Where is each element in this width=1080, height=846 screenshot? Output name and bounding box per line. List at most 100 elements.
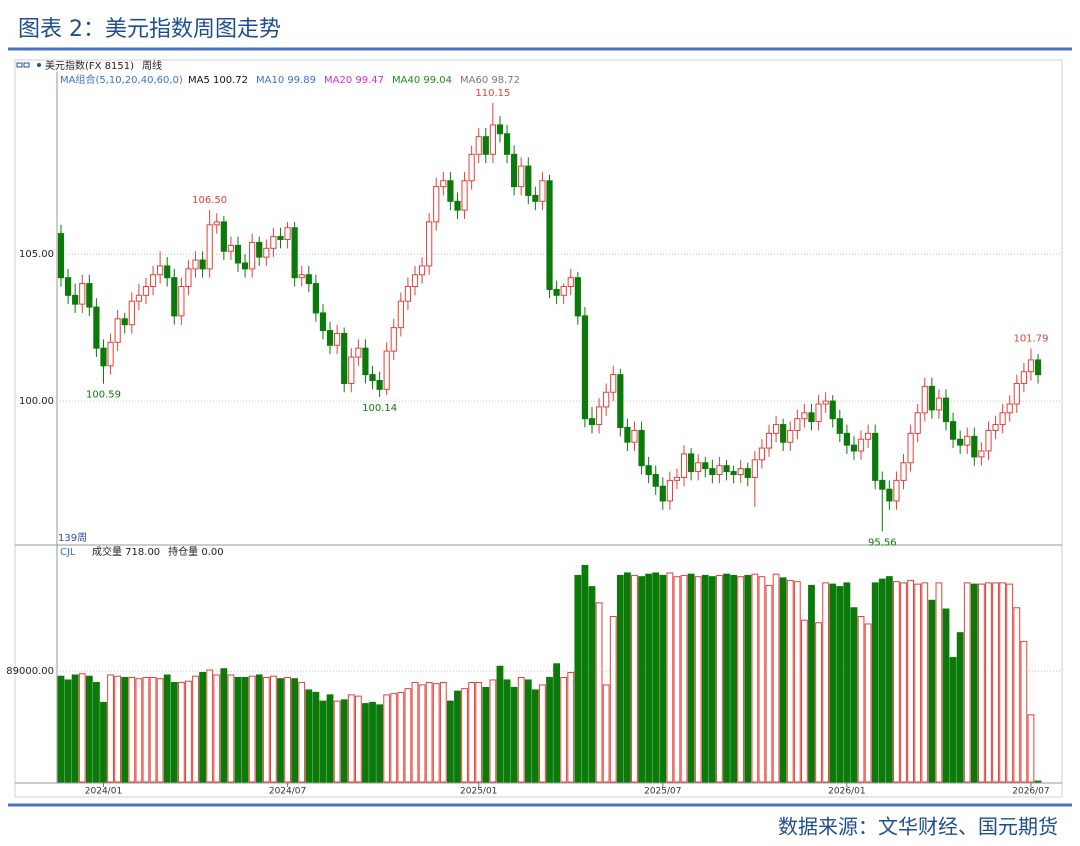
candle-body xyxy=(256,241,263,258)
volume-bar xyxy=(765,584,773,783)
volume-bar xyxy=(177,681,185,783)
candle-body xyxy=(114,318,121,343)
legend-entry: MA40 99.04 xyxy=(392,75,452,86)
volume-bar xyxy=(170,681,178,783)
volume-bar xyxy=(185,680,192,783)
volume-bar xyxy=(475,681,483,783)
volume-bar xyxy=(270,675,277,783)
volume-bar xyxy=(390,693,398,783)
candle-body xyxy=(199,259,206,270)
volume-bar xyxy=(978,583,985,783)
candle-body xyxy=(751,459,758,478)
candle-body xyxy=(383,350,390,390)
candle-body xyxy=(553,288,560,296)
volume-bar xyxy=(1013,607,1021,783)
candle-body xyxy=(362,347,369,376)
volume-bar xyxy=(291,678,299,783)
volume-bar xyxy=(567,671,575,783)
volume-bar xyxy=(949,657,957,783)
volume-bar xyxy=(121,676,129,783)
volume-bar xyxy=(822,582,830,783)
volume-bar xyxy=(829,583,837,783)
volume-bar xyxy=(1027,714,1035,783)
candle-body xyxy=(86,283,93,308)
source-note: 数据来源：文华财经、国元期货 xyxy=(778,815,1058,839)
volume-bar xyxy=(694,576,702,783)
volume-bar xyxy=(397,691,405,783)
candle-body xyxy=(220,221,227,252)
volume-bar xyxy=(57,675,65,783)
legend-entry: MA5 100.72 xyxy=(188,75,248,86)
volume-bar xyxy=(128,676,136,783)
volume-bar xyxy=(454,690,461,783)
candle-body xyxy=(666,479,673,502)
candle-body xyxy=(341,333,348,384)
candle-body xyxy=(376,380,383,390)
volume-bar xyxy=(560,676,568,783)
period[interactable]: 周线 xyxy=(142,59,162,72)
volume-bar xyxy=(149,676,157,783)
candle-body xyxy=(277,236,284,240)
candle-body xyxy=(949,421,957,440)
candle-body xyxy=(765,432,773,449)
candle-body xyxy=(574,277,581,317)
candle-body xyxy=(695,462,702,473)
candle-body xyxy=(227,244,235,252)
candle-body xyxy=(652,474,659,487)
y-tick-label: 100.00 xyxy=(19,396,54,407)
candle-body xyxy=(815,403,822,423)
candle-body xyxy=(157,265,164,276)
candle-body xyxy=(780,424,787,443)
volume-bar xyxy=(100,701,107,783)
candle-body xyxy=(433,186,440,223)
volume-bar xyxy=(85,675,93,783)
volume-bar xyxy=(489,679,497,783)
volume-bar xyxy=(624,572,631,783)
volume-legend: 成交量 718.00 xyxy=(92,545,160,558)
candle-body xyxy=(801,412,808,420)
candle-body xyxy=(702,462,709,470)
volume-bar xyxy=(793,581,801,783)
candle-body xyxy=(992,424,999,431)
candle-body xyxy=(737,468,744,475)
volume-bar xyxy=(885,576,893,783)
volume-bar xyxy=(305,689,313,783)
volume-bar xyxy=(921,582,929,783)
volume-bar xyxy=(935,582,943,783)
candle-body xyxy=(716,465,723,475)
volume-bar xyxy=(928,599,936,783)
volume-bar xyxy=(815,622,822,783)
volume-bar xyxy=(277,678,284,783)
candle-body xyxy=(72,294,79,305)
candle-body xyxy=(617,374,624,428)
candle-body xyxy=(588,418,596,426)
indicator-group[interactable]: MA组合(5,10,20,40,60,0) xyxy=(60,73,183,86)
volume-bar xyxy=(857,615,865,783)
volume-bar xyxy=(730,574,738,783)
volume-bar xyxy=(786,579,794,783)
candle-body xyxy=(234,244,242,264)
candle-body xyxy=(482,136,489,155)
candle-body xyxy=(454,200,461,211)
candle-body xyxy=(213,221,220,226)
volume-bar xyxy=(531,689,539,783)
candle-body xyxy=(942,397,950,423)
volume-bar xyxy=(588,586,596,783)
candle-body xyxy=(447,180,454,202)
candle-body xyxy=(638,429,645,467)
candle-body xyxy=(829,400,836,420)
volume-bar xyxy=(539,684,546,783)
instrument: 美元指数(FX 8151) xyxy=(45,59,134,72)
candle-body xyxy=(772,424,780,434)
volume-bar xyxy=(758,576,766,783)
candle-body xyxy=(645,465,652,475)
candle-body xyxy=(312,283,319,314)
volume-legend: 持仓量 0.00 xyxy=(168,545,223,558)
volume-bar xyxy=(850,607,858,783)
volume-bar xyxy=(801,619,808,783)
x-tick-label: 2024/07 xyxy=(269,787,306,797)
volume-indicator[interactable]: CJL xyxy=(60,547,76,558)
volume-bar xyxy=(64,679,72,783)
volume-bar xyxy=(638,576,645,783)
volume-bar xyxy=(581,564,589,783)
